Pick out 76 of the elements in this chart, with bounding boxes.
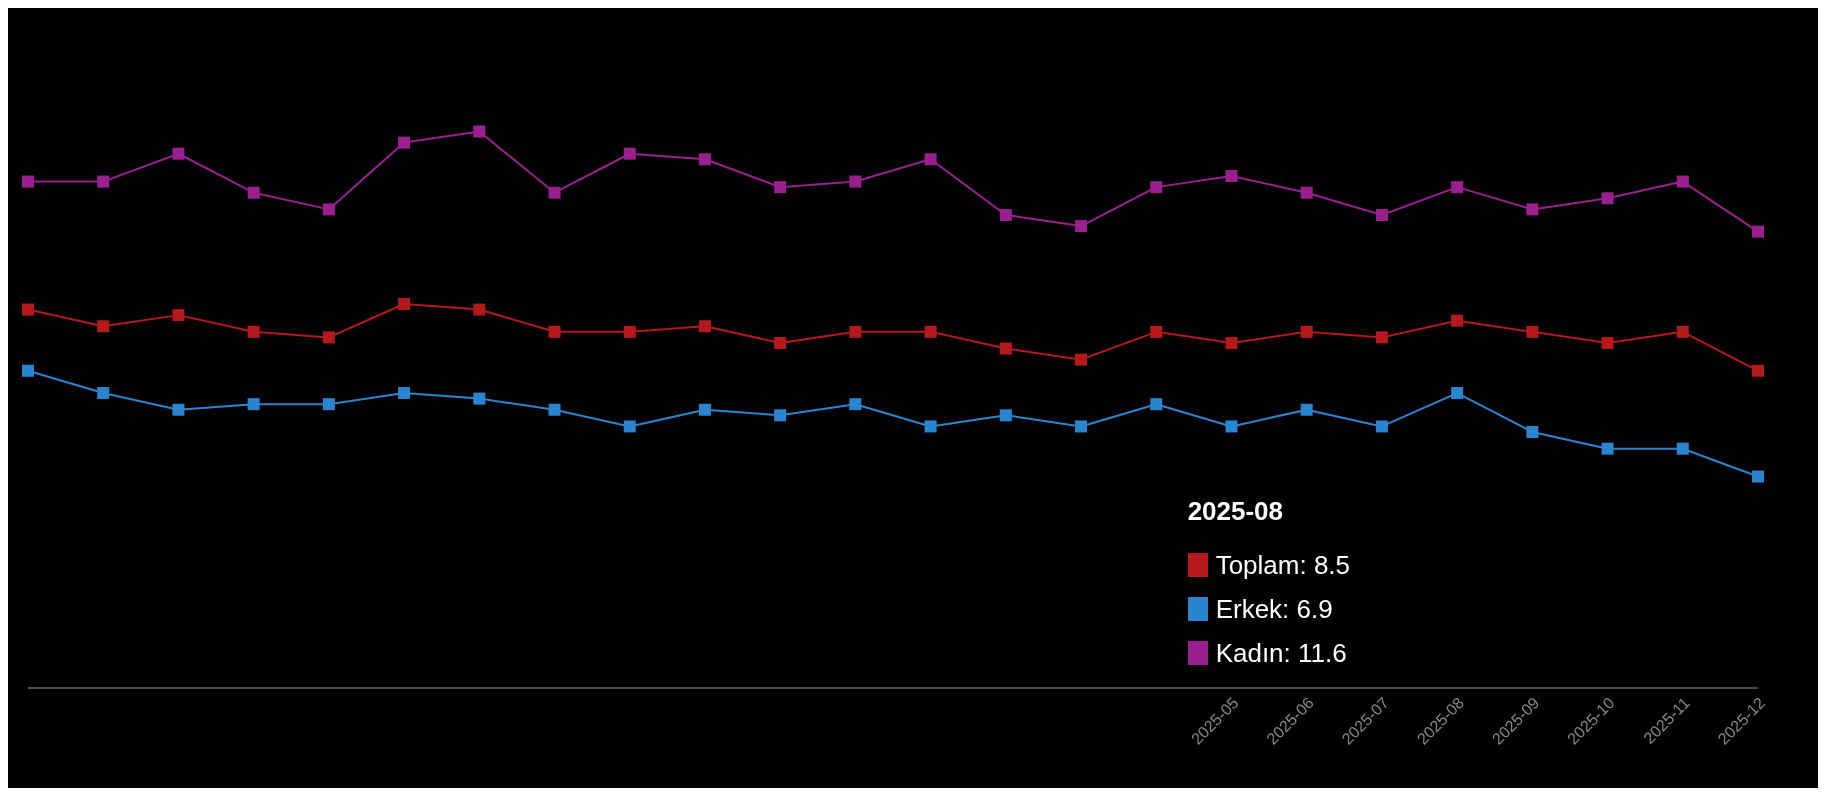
point	[1601, 442, 1614, 455]
point	[623, 420, 636, 433]
point	[999, 409, 1012, 422]
point	[1451, 181, 1464, 194]
point	[1676, 175, 1689, 188]
point	[473, 392, 486, 405]
point	[1150, 325, 1163, 338]
point	[999, 342, 1012, 355]
point	[849, 175, 862, 188]
point	[247, 325, 260, 338]
point	[623, 325, 636, 338]
point	[1225, 420, 1238, 433]
point	[1150, 398, 1163, 411]
point	[548, 403, 561, 416]
point	[1300, 186, 1313, 199]
point	[1676, 325, 1689, 338]
point	[1451, 387, 1464, 400]
point	[924, 325, 937, 338]
point	[774, 181, 787, 194]
point	[22, 303, 34, 316]
point	[774, 409, 787, 422]
point	[774, 336, 787, 349]
point	[322, 398, 335, 411]
point	[473, 125, 486, 138]
point	[1075, 353, 1088, 366]
annotation: Toplam: 8.5	[1215, 549, 1351, 583]
point	[1601, 192, 1614, 205]
point	[247, 398, 260, 411]
point	[1225, 336, 1238, 349]
point	[698, 153, 711, 166]
point	[849, 325, 862, 338]
point	[172, 147, 185, 160]
point	[322, 331, 335, 344]
point	[623, 147, 636, 160]
point	[1225, 170, 1238, 182]
point	[1752, 364, 1764, 377]
point	[1752, 470, 1764, 483]
point	[1601, 336, 1614, 349]
point	[97, 320, 110, 333]
point	[698, 320, 711, 333]
point	[1752, 225, 1764, 238]
point	[548, 186, 561, 199]
point	[1300, 325, 1313, 338]
annotation: 2025-08	[1187, 495, 1285, 529]
point	[473, 303, 486, 316]
point	[1300, 403, 1313, 416]
point	[1526, 325, 1539, 338]
point	[1375, 208, 1388, 221]
point	[924, 420, 937, 433]
point	[22, 364, 34, 377]
point	[548, 325, 561, 338]
point	[97, 175, 110, 188]
point	[97, 387, 110, 400]
point	[849, 398, 862, 411]
point	[247, 186, 260, 199]
point	[1375, 331, 1388, 344]
point	[924, 153, 937, 166]
point	[1676, 442, 1689, 455]
point	[1075, 220, 1088, 233]
point	[322, 203, 335, 216]
point	[172, 309, 185, 322]
point	[398, 136, 411, 149]
point	[1075, 420, 1088, 433]
point	[22, 175, 34, 188]
point	[398, 298, 411, 310]
annotation: Erkek: 6.9	[1215, 593, 1333, 627]
point	[1526, 203, 1539, 216]
point	[1526, 426, 1539, 438]
point	[398, 387, 411, 400]
point	[999, 208, 1012, 221]
point	[1451, 314, 1464, 327]
point	[1150, 181, 1163, 194]
point	[172, 403, 185, 416]
point	[1375, 420, 1388, 433]
point	[698, 403, 711, 416]
annotation: Kadın: 11.6	[1215, 637, 1347, 671]
